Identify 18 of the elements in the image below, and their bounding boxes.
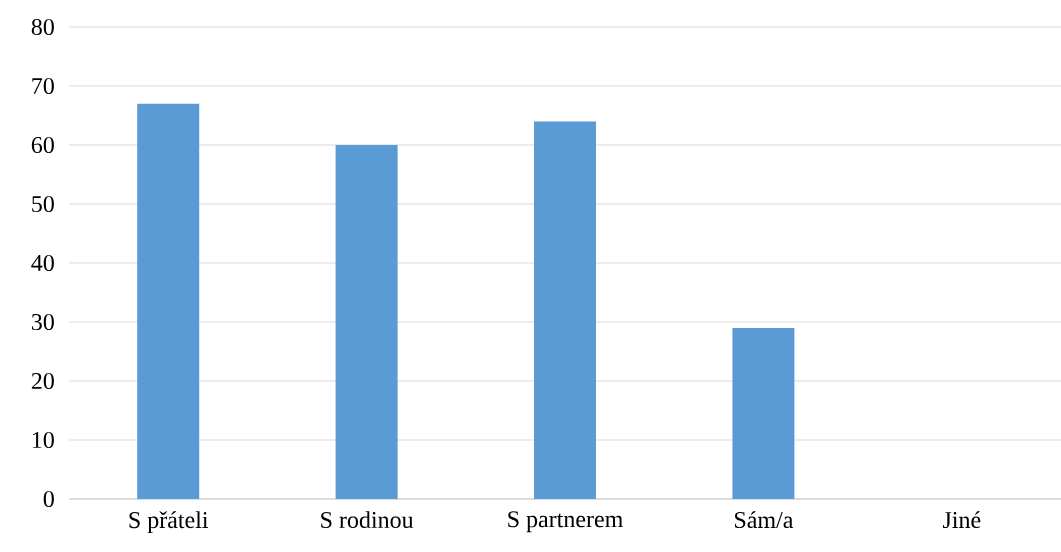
- bar: [137, 103, 200, 499]
- y-tick-label: 60: [31, 136, 54, 154]
- x-tick-label: S partnerem: [508, 511, 623, 533]
- y-tick-label: 10: [32, 431, 54, 449]
- y-tick-label: 50: [32, 195, 54, 213]
- x-tick-label: Sám/a: [735, 511, 794, 529]
- y-tick-label: 80: [31, 18, 54, 36]
- y-tick-label: 20: [31, 372, 54, 390]
- y-tick-label: 0: [43, 490, 54, 508]
- y-tick-label: 30: [31, 313, 54, 331]
- x-tick-label: S přáteli: [129, 511, 209, 534]
- x-tick-label: S rodinou: [321, 511, 414, 529]
- y-tick-label: 70: [32, 77, 54, 95]
- bar: [534, 121, 597, 499]
- bar: [732, 327, 795, 499]
- x-tick-label: Jiné: [942, 511, 981, 529]
- y-tick-label: 40: [31, 254, 54, 272]
- bar: [335, 145, 398, 499]
